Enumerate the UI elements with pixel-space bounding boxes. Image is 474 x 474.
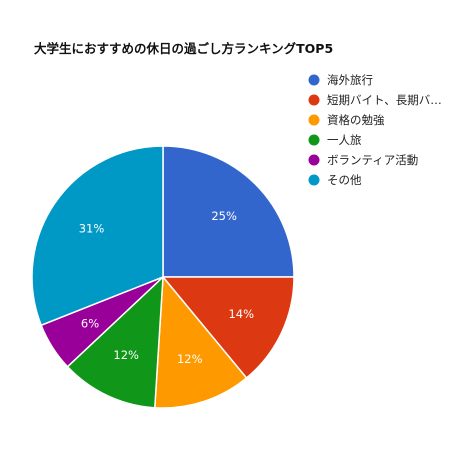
legend-swatch-0 [308, 74, 320, 86]
slice-value-label-5: 31% [79, 221, 105, 235]
pie-slice-2 [153, 275, 248, 409]
pie-value-labels: 25% 14% 12% 12% 6% 31% [79, 209, 254, 366]
chart-title: 大学生におすすめの休日の過ごし方ランキングTOP5 [34, 41, 334, 56]
legend-label-3: 一人旅 [327, 133, 362, 147]
pie-slice-3 [66, 275, 164, 409]
legend-swatch-4 [308, 154, 320, 166]
legend-label-2: 資格の勉強 [327, 113, 385, 127]
legend-label-1: 短期バイト、長期バ… [327, 93, 442, 107]
pie-slices [31, 145, 295, 409]
slice-value-label-1: 14% [228, 307, 254, 321]
legend-swatch-3 [308, 134, 320, 146]
pie-slice-0 [162, 145, 295, 278]
pie-slice-1 [161, 276, 295, 379]
slice-value-label-0: 25% [211, 209, 237, 223]
slice-value-label-2: 12% [177, 352, 203, 366]
slice-value-label-3: 12% [113, 348, 139, 362]
legend-label-0: 海外旅行 [327, 73, 373, 87]
legend-swatch-2 [308, 114, 320, 126]
legend-swatch-1 [308, 94, 320, 106]
legend-swatch-5 [308, 174, 320, 186]
pie-slice-5 [31, 145, 164, 327]
slice-value-label-4: 6% [81, 316, 99, 330]
legend-label-5: その他 [327, 173, 362, 187]
legend-label-4: ボランティア活動 [327, 153, 418, 167]
